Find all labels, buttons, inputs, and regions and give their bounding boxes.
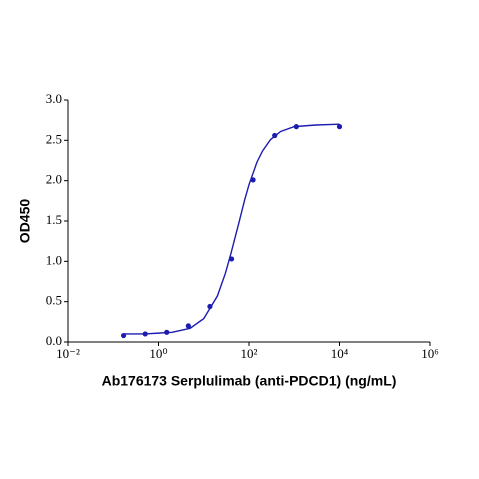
x-axis-label: Ab176173 Serplulimab (anti-PDCD1) (ng/mL…: [102, 373, 397, 389]
y-tick-label: 0.5: [46, 293, 62, 308]
data-point: [293, 124, 299, 130]
y-tick-label: 2.5: [46, 131, 62, 146]
y-tick-label: 3.0: [46, 91, 62, 106]
y-tick-label: 1.5: [46, 212, 62, 227]
x-tick-label: 10⁰: [149, 346, 167, 361]
data-point: [228, 256, 235, 262]
data-point: [142, 331, 148, 337]
y-axis-label: OD450: [17, 199, 33, 244]
data-point: [120, 332, 127, 339]
x-tick-label: 10⁻²: [56, 346, 80, 361]
x-tick-label: 10⁴: [331, 346, 349, 361]
x-tick-label: 10²: [241, 346, 258, 361]
data-point: [272, 132, 278, 139]
y-tick-label: 1.0: [46, 252, 62, 267]
data-point: [164, 329, 170, 335]
data-point: [336, 124, 343, 130]
data-point: [250, 177, 256, 183]
data-point: [207, 303, 213, 310]
data-point: [185, 323, 191, 329]
fit-curve: [123, 123, 340, 335]
y-tick-label: 2.0: [46, 172, 62, 187]
y-tick-label: 0.0: [46, 333, 62, 348]
x-tick-label: 10⁶: [421, 346, 439, 361]
